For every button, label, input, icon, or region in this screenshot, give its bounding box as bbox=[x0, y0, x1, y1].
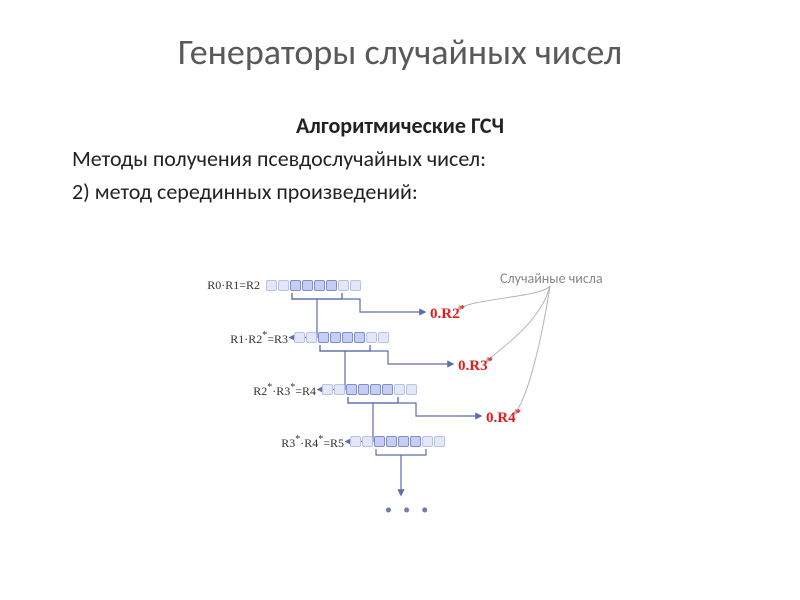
cells-row-2 bbox=[322, 384, 418, 395]
cell bbox=[350, 436, 361, 447]
cell bbox=[410, 436, 421, 447]
formula-row-1: R1·R2*=R3 bbox=[230, 330, 288, 347]
page-title: Генераторы случайных чисел bbox=[0, 0, 800, 74]
formula-row-2: R2*·R3*=R4 bbox=[253, 382, 316, 399]
cell bbox=[278, 280, 289, 291]
cell bbox=[330, 332, 341, 343]
cell bbox=[326, 280, 337, 291]
cell bbox=[322, 384, 333, 395]
cell bbox=[314, 280, 325, 291]
output-row-0: 0.R2* bbox=[430, 304, 465, 323]
cell bbox=[266, 280, 277, 291]
cell bbox=[362, 436, 373, 447]
cells-row-1 bbox=[294, 332, 390, 343]
cell bbox=[406, 384, 417, 395]
cells-row-3 bbox=[350, 436, 446, 447]
cell bbox=[302, 280, 313, 291]
output-row-1: 0.R3* bbox=[458, 356, 493, 375]
subtitle: Алгоритмические ГСЧ bbox=[0, 112, 800, 139]
cell bbox=[294, 332, 305, 343]
formula-row-0: R0·R1=R2 bbox=[207, 278, 260, 293]
cell bbox=[334, 384, 345, 395]
cell bbox=[346, 384, 357, 395]
cell bbox=[358, 384, 369, 395]
cell bbox=[370, 384, 381, 395]
cell bbox=[290, 280, 301, 291]
diagram: Случайные числа R0·R1=R2 0.R2* R1·R2*=R3 0.… bbox=[180, 270, 740, 580]
cell bbox=[342, 332, 353, 343]
formula-row-3: R3*·R4*=R5 bbox=[281, 434, 344, 451]
cell bbox=[374, 436, 385, 447]
cell bbox=[398, 436, 409, 447]
cell bbox=[338, 280, 349, 291]
cell bbox=[382, 384, 393, 395]
cell bbox=[350, 280, 361, 291]
cell bbox=[422, 436, 433, 447]
cell bbox=[386, 436, 397, 447]
output-row-2: 0.R4* bbox=[486, 408, 521, 427]
cell bbox=[394, 384, 405, 395]
continuation-dots: • • • bbox=[385, 501, 432, 518]
method-2-label: 2) метод серединных произведений: bbox=[0, 178, 800, 205]
cell bbox=[306, 332, 317, 343]
cells-row-0 bbox=[266, 280, 362, 291]
cell bbox=[378, 332, 389, 343]
cell bbox=[366, 332, 377, 343]
cell bbox=[354, 332, 365, 343]
cell bbox=[318, 332, 329, 343]
methods-intro: Методы получения псевдослучайных чисел: bbox=[0, 145, 800, 172]
annotation-label: Случайные числа bbox=[500, 270, 603, 287]
cell bbox=[434, 436, 445, 447]
